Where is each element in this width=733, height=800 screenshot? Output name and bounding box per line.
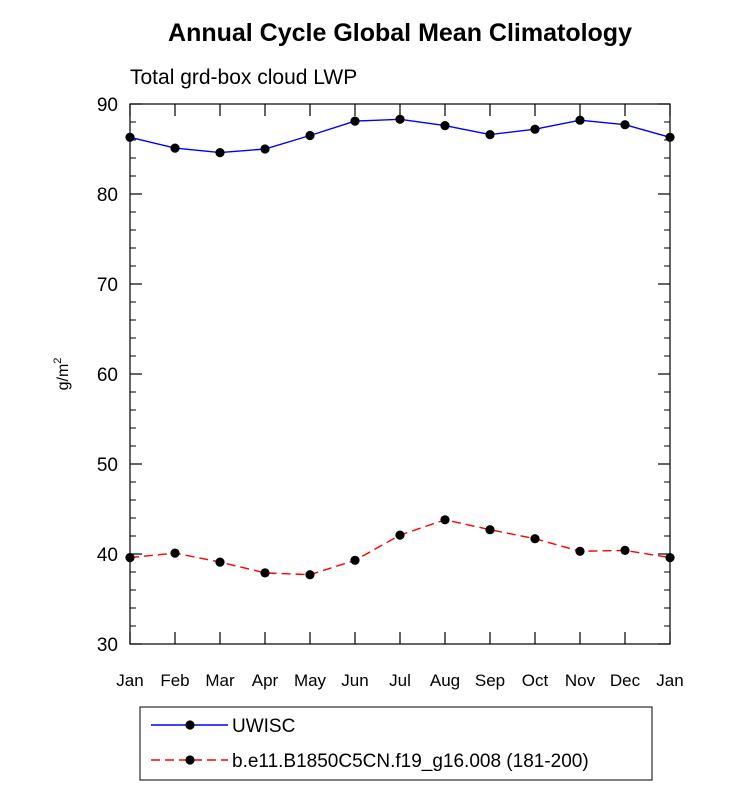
data-point	[665, 132, 675, 142]
data-point	[485, 525, 495, 535]
series-line	[129, 519, 671, 576]
x-tick-label: Sep	[475, 671, 505, 690]
series-line	[129, 118, 671, 154]
data-point	[350, 116, 360, 126]
axes: 30 40 50 60 70 80 90 Jan Feb Mar Apr May Jun Jul Aug Se…	[52, 95, 684, 690]
x-tick-label: Apr	[252, 671, 279, 690]
data-point	[170, 143, 180, 153]
data-point	[395, 114, 405, 124]
y-tick-label: 30	[97, 635, 118, 656]
legend-label: UWISC	[232, 716, 295, 737]
legend-label: b.e11.B1850C5CN.f19_g16.008 (181-200)	[232, 751, 589, 772]
data-point	[305, 570, 315, 580]
data-point	[260, 568, 270, 578]
chart-subtitle: Total grd-box cloud LWP	[130, 66, 357, 89]
legend-item: b.e11.B1850C5CN.f19_g16.008 (181-200)	[151, 751, 589, 772]
data-point	[665, 553, 675, 563]
y-axis-label-superscript: 2	[52, 358, 64, 364]
x-tick-label: Aug	[430, 671, 460, 690]
data-point	[440, 515, 450, 525]
y-tick-label: 90	[97, 95, 118, 116]
data-point	[530, 124, 540, 134]
data-point	[440, 121, 450, 131]
data-point	[575, 115, 585, 125]
data-point	[125, 132, 135, 142]
data-point	[305, 130, 315, 141]
x-tick-label: May	[294, 671, 327, 690]
series-2	[125, 515, 675, 580]
data-point	[170, 548, 180, 558]
data-point	[530, 534, 540, 544]
legend-box	[139, 706, 653, 781]
legend-swatch-marker	[185, 720, 195, 730]
y-tick-label: 60	[97, 365, 118, 386]
legend-item: UWISC	[151, 716, 295, 737]
data-point	[215, 557, 225, 567]
data-point	[485, 130, 495, 140]
y-axis-label: g/m2	[52, 358, 72, 391]
x-tick-label: Jul	[389, 671, 411, 690]
x-tick-label: Feb	[160, 671, 189, 690]
legend-swatch-marker	[185, 755, 195, 765]
series-layer	[125, 114, 675, 580]
series-1	[125, 114, 675, 158]
legend: UWISC b.e11.B1850C5CN.f19_g16.008 (181-20…	[139, 706, 653, 781]
y-axis-label-unit: g/m	[55, 364, 72, 391]
y-tick-label: 50	[97, 455, 118, 476]
data-point	[260, 144, 270, 154]
data-point	[575, 546, 585, 556]
y-tick-label: 40	[97, 545, 118, 566]
data-point	[125, 553, 135, 563]
data-point	[215, 148, 225, 158]
x-tick-label: Jan	[656, 671, 683, 690]
x-tick-label: Nov	[565, 671, 596, 690]
x-tick-label: Jun	[341, 671, 368, 690]
plot-frame	[129, 103, 671, 645]
legend-items: UWISC b.e11.B1850C5CN.f19_g16.008 (181-20…	[151, 716, 589, 772]
x-tick-label: Dec	[610, 671, 641, 690]
data-point	[350, 555, 360, 565]
x-tick-label: Jan	[116, 671, 143, 690]
chart-title: Annual Cycle Global Mean Climatology	[168, 19, 632, 47]
data-point	[395, 530, 405, 540]
x-tick-label: Oct	[522, 671, 549, 690]
data-point	[620, 545, 630, 556]
y-tick-label: 70	[97, 275, 118, 296]
x-tick-label: Mar	[205, 671, 235, 690]
data-point	[620, 120, 630, 130]
y-tick-label: 80	[97, 185, 118, 206]
